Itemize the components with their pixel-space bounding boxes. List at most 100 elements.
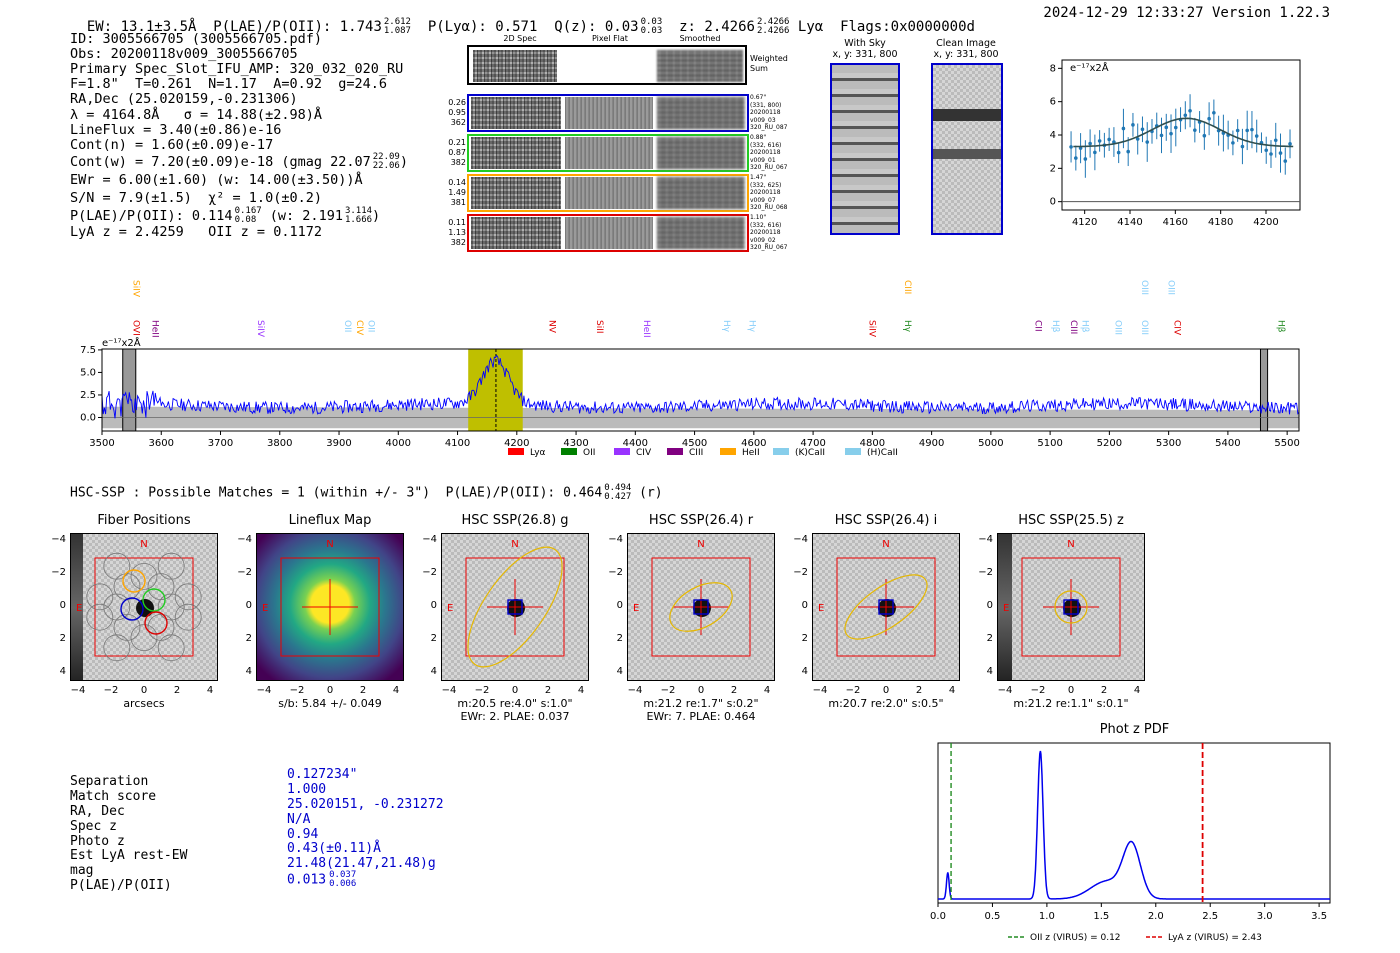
col-header-smoothed: Smoothed <box>679 34 721 43</box>
clean-image-xy: x, y: 331, 800 <box>933 49 999 60</box>
spectrum-xtick-label: 4800 <box>860 438 885 449</box>
fit-data-point <box>1250 127 1254 132</box>
hsc-xtick-label: −2 <box>845 685 861 696</box>
hsc-header-sub: 0.427 <box>604 492 632 502</box>
fiber-circle-orange <box>122 569 146 593</box>
spectral-line-label: CIV <box>1172 320 1182 336</box>
stamp-right-value: 0.88" <box>750 134 767 141</box>
spectrum-ytick-label: 7.5 <box>80 345 96 356</box>
hsc-ytick-label: −2 <box>51 567 66 578</box>
fit-data-point <box>1273 138 1278 143</box>
stamp-right-value: 320_RU_087 <box>750 124 788 132</box>
north-label: N <box>1067 539 1074 550</box>
north-label: N <box>140 539 147 550</box>
fit-plot-frame <box>1061 59 1301 211</box>
match-value: 25.020151, -0.231272 <box>287 797 444 812</box>
info-contw-row: Cont(w) = 7.20(±0.09)e-18 (gmag 22.07 22.… <box>70 152 408 171</box>
hsc-xtick-label: 4 <box>763 685 771 696</box>
hsc-ytick-label: 0 <box>245 600 252 611</box>
header-qz-sup: 0.03 <box>640 17 663 27</box>
hsc-ytick-label: 0 <box>986 600 993 611</box>
masked-region-right <box>1259 348 1269 432</box>
fiber-circle <box>157 552 185 580</box>
spectrum-xtick-label: 4300 <box>563 438 588 449</box>
weighted-sum-frame <box>467 45 747 85</box>
match-label: Separation <box>70 774 149 789</box>
hsc-header-sup: 0.494 <box>604 483 632 493</box>
fiber-circle <box>103 552 131 580</box>
fit-data-point <box>1193 128 1197 132</box>
spectral-line-label: OII <box>366 320 376 332</box>
photz-plot: 0.0 0.5 1.0 1.5 2.0 2.5 3.0 3.5 OII z (VIRUS) = … <box>930 742 1331 943</box>
fit-data-point <box>1288 142 1292 146</box>
stamp-right-value: 1.10" <box>750 214 767 221</box>
info-plae: P(LAE)/P(OII): 0.114 <box>70 208 233 224</box>
spectral-line-label: CII <box>1032 320 1042 332</box>
hsc-xtick-label: 2 <box>544 685 552 696</box>
photz-frame <box>937 742 1331 904</box>
hsc-xtick-label: 2 <box>915 685 923 696</box>
match-value: 0.94 <box>287 827 319 842</box>
legend-label: CIV <box>636 448 652 458</box>
legend-swatch <box>720 448 736 455</box>
stamp-2dspec <box>471 137 561 169</box>
hsc-panel-title-4: HSC SSP(26.4) i <box>834 513 938 528</box>
stamp-right-value: (332, 625) <box>750 181 782 189</box>
hsc-xtick-label: −4 <box>812 685 828 696</box>
hsc-panel-title-0: Fiber Positions <box>97 513 191 528</box>
source-marker <box>1063 599 1079 615</box>
fit-data-point <box>1240 144 1245 149</box>
stamp-row-left-0: 0.26 0.95 362 <box>440 98 466 128</box>
spectral-line-label: Hγ <box>902 320 912 333</box>
hsc-xtick-label: 0 <box>140 685 148 696</box>
fiber-circle <box>130 563 158 590</box>
stamp-smoothed <box>657 137 745 169</box>
stamp-left-value: 382 <box>450 158 466 167</box>
info-contw: Cont(w) = 7.20(±0.09)e-18 (gmag 22.07 <box>70 154 371 170</box>
header-plae: P(LAE)/P(OII): 1.743 <box>213 19 382 35</box>
hsc-ytick-label: −4 <box>793 534 808 545</box>
hsc-xtick-label: 2 <box>173 685 181 696</box>
fiber-circle <box>130 624 158 651</box>
masked-region-left <box>122 348 137 432</box>
hsc-xtick-label: 0 <box>326 685 334 696</box>
fit-data-point <box>1093 150 1097 155</box>
stamp-row-right-3: 1.10" (332, 616) 20200118 v009_02 320_RU_067 <box>750 214 800 252</box>
aperture-box <box>1021 557 1121 657</box>
hsc-xtick-label: −4 <box>70 685 86 696</box>
stamp-left-value: 0.87 <box>448 148 466 157</box>
hsc-caption: m:20.7 re:2.0" s:0.5" <box>828 697 944 710</box>
source-ellipse <box>467 546 563 668</box>
match-label: RA, Dec <box>70 804 125 819</box>
legend-swatch <box>508 448 524 455</box>
spectral-line-label: Hγ <box>747 320 757 333</box>
hsc-ytick-label: −2 <box>422 567 437 578</box>
north-label: N <box>697 539 704 550</box>
info-fline: F=1.8" T=0.261 N=1.17 A=0.92 g=24.6 <box>70 76 387 92</box>
source-marker <box>693 599 709 615</box>
clean-image-title: Clean Image <box>936 38 996 49</box>
stamp-row-right-0: 0.67" (331, 800) 20200118 v009_03 320_RU_087 <box>750 94 800 132</box>
hsc-xtick-label: 4 <box>206 685 214 696</box>
fit-data-point <box>1097 139 1102 143</box>
hsc-overlay-2: NE <box>447 539 565 668</box>
match-plae-value: 0.013 <box>287 872 327 888</box>
stamp-left-value: 382 <box>450 238 466 247</box>
fit-data-point <box>1183 113 1188 118</box>
info-plae-w: (w: 2.191 <box>269 208 343 224</box>
hsc-panel-title-5: HSC SSP(25.5) z <box>1018 513 1124 528</box>
fit-data-point <box>1126 149 1130 154</box>
spectrum-xtick-label: 4700 <box>800 438 825 449</box>
spectrum-xtick-label: 4600 <box>741 438 766 449</box>
match-value: 0.43(±0.11)Å <box>287 841 381 856</box>
hsc-panel-title-1: Lineflux Map <box>288 513 372 528</box>
legend-label: OII <box>583 448 595 458</box>
stamp-right-value: (331, 800) <box>750 101 782 109</box>
fit-data-point <box>1245 128 1249 133</box>
with-sky-image <box>830 63 900 235</box>
match-plae-sup: 0.037 <box>329 870 357 880</box>
fit-data-point <box>1107 137 1111 142</box>
hsc-ytick-label: 4 <box>245 666 252 677</box>
hsc-ytick-label: 4 <box>801 666 808 677</box>
spectral-line-label: CIV <box>354 320 364 336</box>
